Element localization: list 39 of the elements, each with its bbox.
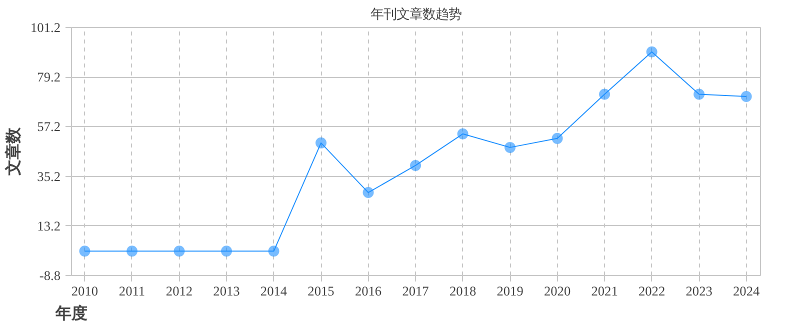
x-tick-label: 2018 [449, 284, 476, 298]
x-tick-label: 2023 [686, 284, 713, 298]
point [221, 246, 232, 257]
x-tick-label: 2015 [308, 284, 335, 298]
point [694, 88, 705, 100]
x-tick-label: 2013 [213, 284, 240, 298]
x-tick-label: 2014 [260, 284, 288, 298]
point [362, 187, 374, 198]
x-tick-label: 2021 [591, 284, 618, 298]
y-tick-label: 13.2 [37, 218, 61, 234]
point [552, 132, 563, 144]
chart-title: 年刊文章数趋势 [370, 8, 462, 22]
point [740, 91, 752, 102]
point [646, 46, 658, 58]
x-axis-title: 年度 [54, 304, 88, 322]
point [126, 246, 138, 257]
x-tick-label: 2020 [544, 284, 571, 298]
x-tick-label: 2024 [732, 284, 760, 298]
y-tick-label: 101.2 [30, 20, 61, 35]
y-tick-label: 35.2 [37, 168, 61, 184]
point [316, 137, 327, 148]
y-tick-label: 79.2 [37, 70, 61, 85]
point [457, 128, 468, 140]
point [504, 142, 516, 153]
y-tick-label: 57.2 [37, 119, 61, 134]
point [174, 246, 185, 257]
y-axis-title: 文章数 [4, 126, 23, 176]
point [599, 88, 610, 100]
x-tick-label: 2022 [638, 284, 666, 298]
point [410, 160, 422, 171]
y-tick-label: -8.8 [39, 268, 61, 283]
point [268, 246, 280, 257]
point [79, 246, 90, 257]
x-tick-label: 2010 [71, 284, 98, 298]
x-tick-label: 2017 [402, 284, 430, 298]
x-tick-label: 2019 [496, 284, 524, 298]
x-tick-label: 2011 [118, 284, 146, 298]
x-tick-label: 2012 [166, 284, 193, 298]
x-tick-label: 2016 [354, 284, 382, 298]
